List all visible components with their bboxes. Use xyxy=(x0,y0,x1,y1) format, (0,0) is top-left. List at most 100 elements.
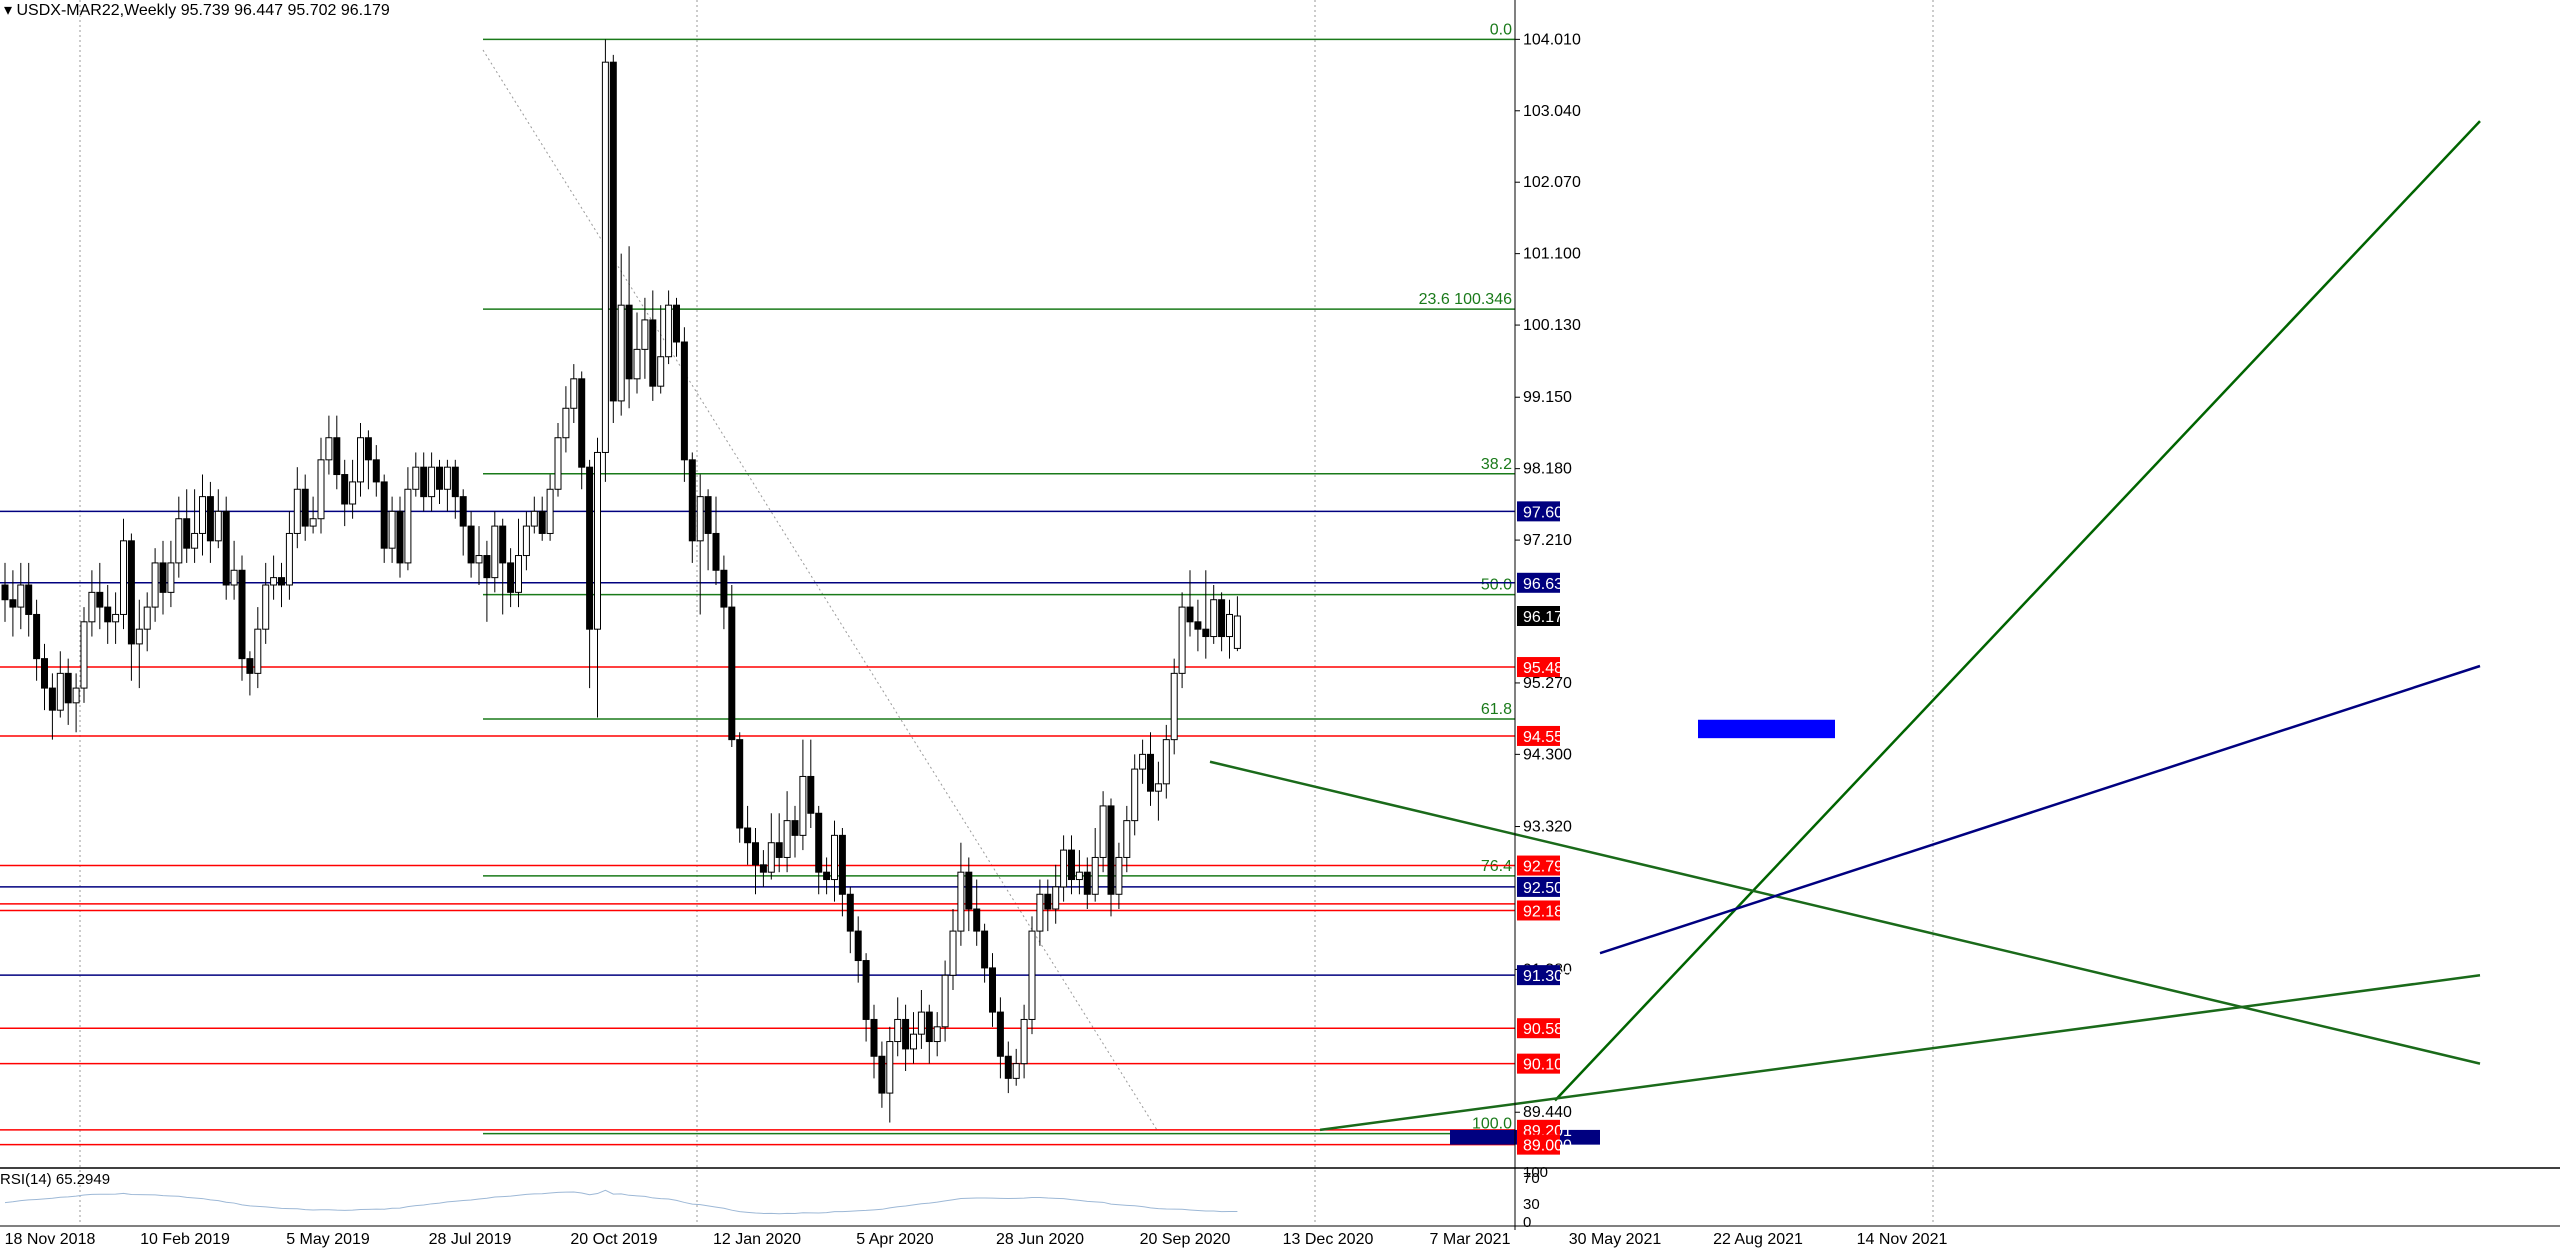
candle-body xyxy=(1068,849,1075,881)
fib-level-label: 23.6 100.346 xyxy=(1419,291,1513,308)
candle-body xyxy=(673,304,680,343)
candle-body xyxy=(649,319,657,387)
candle-body xyxy=(467,525,475,564)
candle-body xyxy=(1091,856,1099,895)
time-tick-label: 5 Apr 2020 xyxy=(856,1231,934,1248)
candle-body xyxy=(1154,783,1162,792)
candle-body xyxy=(807,775,815,814)
candle-body xyxy=(499,525,507,564)
candle-body xyxy=(657,356,665,387)
time-tick-label: 28 Jul 2019 xyxy=(429,1231,512,1248)
rsi-level-label: 30 xyxy=(1523,1196,1540,1213)
time-tick-label: 14 Nov 2021 xyxy=(1857,1231,1948,1248)
candle-body xyxy=(143,606,151,630)
fib-guide-line xyxy=(482,49,1158,1131)
candle-body xyxy=(1170,672,1178,741)
candle-body xyxy=(957,871,965,932)
candle-body xyxy=(949,930,957,976)
candle-body xyxy=(191,532,199,549)
candle-body xyxy=(902,1018,910,1050)
price-label-text: 91.302 xyxy=(1523,968,1572,985)
candle-body xyxy=(1075,871,1083,881)
candle-body xyxy=(475,555,483,564)
rsi-level-label: 100 xyxy=(1523,1164,1548,1181)
candle-body xyxy=(941,974,949,1028)
candle-body xyxy=(41,658,48,689)
price-label-box xyxy=(1517,501,1560,522)
rsi-level-label: 70 xyxy=(1523,1170,1540,1187)
candle-body xyxy=(364,437,372,461)
candle-body xyxy=(601,61,609,453)
collapse-triangle-icon[interactable]: ▾ xyxy=(4,2,13,19)
candle-body xyxy=(609,61,617,402)
candle-body xyxy=(831,834,838,881)
candle-body xyxy=(917,1011,925,1035)
candle-body xyxy=(586,466,594,630)
candle-body xyxy=(538,510,546,534)
price-tick-label: 100.130 xyxy=(1523,317,1581,334)
price-label-text: 94.550 xyxy=(1523,729,1572,746)
candle-body xyxy=(973,908,981,932)
candle-body xyxy=(17,584,25,608)
trendline xyxy=(1554,120,2481,1102)
price-label-box xyxy=(1517,965,1560,986)
fibonacci-retracement[interactable]: 0.0 23.6 100.346 38.2 50.0 61.8 76.4 100.0 xyxy=(483,21,1515,1135)
candle-body xyxy=(33,613,41,660)
candle-body xyxy=(175,518,183,564)
candle-body xyxy=(815,812,823,873)
candle-body xyxy=(412,466,420,490)
rsi-line xyxy=(4,1189,1238,1215)
candle-body xyxy=(451,466,459,498)
candle-body xyxy=(270,577,278,586)
price-tick-label: 102.070 xyxy=(1523,174,1581,191)
trendlines[interactable] xyxy=(1209,120,2481,1132)
candle-body xyxy=(617,304,625,402)
candle-body xyxy=(633,348,641,380)
ohlc-values: 95.739 96.447 95.702 96.179 xyxy=(180,2,390,19)
candle-body xyxy=(507,562,515,593)
candle-body xyxy=(238,569,246,660)
candle-body xyxy=(862,960,870,1020)
candle-body xyxy=(854,930,862,962)
grid-lines xyxy=(79,0,1934,1225)
candle-body xyxy=(1147,753,1154,792)
candle-body xyxy=(88,591,96,623)
chart-title: ▾ USDX-MAR22,Weekly 95.739 96.447 95.702… xyxy=(4,0,390,20)
candle-body xyxy=(285,532,293,586)
candle-body xyxy=(641,319,649,350)
candle-body xyxy=(420,466,428,498)
price-tick-label: 89.440 xyxy=(1523,1104,1572,1121)
candle-body xyxy=(25,584,33,615)
candle-body xyxy=(981,930,989,969)
candle-body xyxy=(483,555,491,579)
fib-level-label: 76.4 xyxy=(1481,858,1512,875)
candle-body xyxy=(262,584,270,630)
candle-body xyxy=(1233,615,1241,649)
candle-body xyxy=(886,1041,894,1094)
price-label-text: 92.790 xyxy=(1523,859,1572,876)
candle-body xyxy=(1123,820,1131,858)
price-label-text: 96.630 xyxy=(1523,576,1572,593)
horizontal-lines[interactable] xyxy=(0,510,1515,1146)
candle-body xyxy=(309,518,317,527)
candle-body xyxy=(357,437,364,483)
zone-rectangles[interactable] xyxy=(1450,719,1835,1145)
candle-body xyxy=(688,459,696,542)
candle-body xyxy=(72,687,80,704)
candle-body xyxy=(1107,805,1115,895)
candle-body xyxy=(1162,739,1170,785)
candle-body xyxy=(96,591,104,608)
candle-body xyxy=(396,510,404,564)
price-label-text: 90.100 xyxy=(1523,1057,1572,1074)
candle-body xyxy=(9,599,17,608)
price-label-box xyxy=(1517,855,1560,876)
candle-body xyxy=(159,562,167,593)
candle-body xyxy=(317,459,325,520)
price-tick-label: 93.320 xyxy=(1523,819,1572,836)
zone-rect xyxy=(1698,719,1835,739)
candle-body xyxy=(333,437,341,476)
price-label-text: 89.000 xyxy=(1523,1138,1572,1155)
candle-body xyxy=(680,341,688,461)
